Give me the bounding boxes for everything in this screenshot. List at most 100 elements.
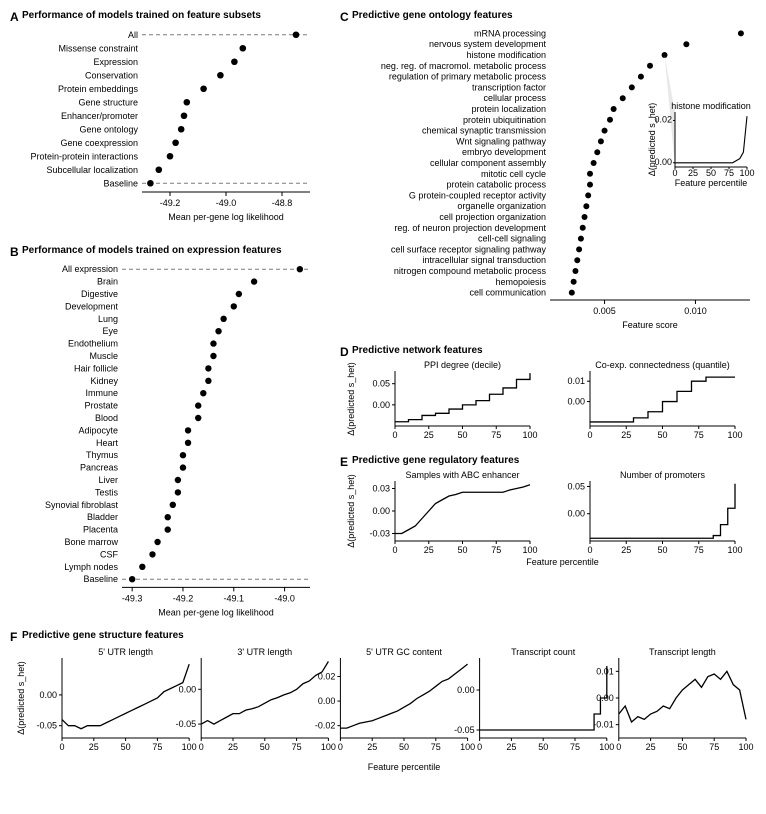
svg-text:Δ(predicted s_het): Δ(predicted s_het): [647, 103, 657, 177]
panel-c-title: Predictive gene ontology features: [352, 10, 513, 21]
svg-text:histone modification: histone modification: [466, 50, 546, 60]
svg-text:Baseline: Baseline: [83, 574, 118, 584]
svg-text:Synovial fibroblast: Synovial fibroblast: [45, 500, 119, 510]
svg-text:-0.05: -0.05: [454, 725, 475, 735]
svg-text:Protein embeddings: Protein embeddings: [58, 84, 139, 94]
svg-text:-0.05: -0.05: [36, 721, 57, 731]
svg-text:Testis: Testis: [95, 487, 119, 497]
panel-a: A Performance of models trained on featu…: [10, 10, 320, 230]
svg-text:mitotic cell cycle: mitotic cell cycle: [481, 169, 546, 179]
svg-text:Gene ontology: Gene ontology: [79, 124, 138, 134]
panel-a-chart: AllMissense constraintExpressionConserva…: [10, 22, 320, 232]
svg-text:Eye: Eye: [102, 326, 118, 336]
svg-text:organelle organization: organelle organization: [457, 201, 546, 211]
svg-text:75: 75: [431, 742, 441, 752]
svg-text:0.00: 0.00: [596, 693, 614, 703]
svg-text:intracellular signal transduct: intracellular signal transduction: [422, 255, 546, 265]
svg-text:0: 0: [199, 742, 204, 752]
svg-text:75: 75: [292, 742, 302, 752]
svg-text:Δ(predicted s_het): Δ(predicted s_het): [346, 362, 356, 436]
svg-text:cellular component assembly: cellular component assembly: [430, 158, 547, 168]
svg-text:Subcellular localization: Subcellular localization: [46, 165, 138, 175]
svg-text:100: 100: [739, 168, 754, 178]
panel-b: B Performance of models trained on expre…: [10, 245, 320, 625]
panel-f: F Predictive gene structure features 025…: [10, 630, 756, 800]
svg-text:25: 25: [89, 742, 99, 752]
panel-d-chart: 02550751000.000.05PPI degree (decile)025…: [340, 357, 756, 447]
svg-text:0.01: 0.01: [596, 666, 614, 676]
svg-text:25: 25: [506, 742, 516, 752]
svg-text:0: 0: [672, 168, 677, 178]
svg-text:Thymus: Thymus: [86, 450, 119, 460]
svg-text:-0.01: -0.01: [593, 720, 614, 730]
svg-text:protein ubiquitination: protein ubiquitination: [463, 115, 546, 125]
panel-e-chart: 0255075100-0.030.000.03Samples with ABC …: [340, 467, 756, 577]
svg-text:Number of promoters: Number of promoters: [620, 470, 706, 480]
svg-text:Δ(predicted s_het): Δ(predicted s_het): [16, 661, 26, 735]
svg-text:All expression: All expression: [62, 264, 118, 274]
svg-text:protein catabolic process: protein catabolic process: [446, 180, 546, 190]
svg-text:100: 100: [727, 545, 742, 555]
svg-text:3' UTR length: 3' UTR length: [237, 647, 292, 657]
svg-text:0.03: 0.03: [372, 484, 390, 494]
svg-text:75: 75: [694, 430, 704, 440]
svg-text:nervous system development: nervous system development: [429, 39, 547, 49]
svg-text:0: 0: [59, 742, 64, 752]
svg-text:25: 25: [424, 430, 434, 440]
svg-text:Lymph nodes: Lymph nodes: [64, 562, 118, 572]
svg-text:-49.0: -49.0: [274, 593, 295, 603]
svg-text:0.02: 0.02: [654, 114, 672, 124]
svg-text:5' UTR length: 5' UTR length: [98, 647, 153, 657]
svg-text:50: 50: [457, 545, 467, 555]
svg-text:Blood: Blood: [95, 413, 118, 423]
svg-text:0.01: 0.01: [567, 376, 585, 386]
panel-d: D Predictive network features 0255075100…: [340, 345, 756, 445]
svg-text:Liver: Liver: [98, 475, 118, 485]
svg-text:50: 50: [260, 742, 270, 752]
svg-text:50: 50: [121, 742, 131, 752]
svg-text:50: 50: [399, 742, 409, 752]
svg-text:50: 50: [457, 430, 467, 440]
svg-text:0.005: 0.005: [593, 306, 616, 316]
panel-f-title: Predictive gene structure features: [22, 630, 184, 641]
svg-text:0: 0: [338, 742, 343, 752]
svg-text:Gene structure: Gene structure: [78, 97, 138, 107]
svg-text:75: 75: [152, 742, 162, 752]
svg-text:regulation of primary metaboli: regulation of primary metabolic process: [389, 72, 547, 82]
svg-text:0.010: 0.010: [684, 306, 707, 316]
svg-text:Feature score: Feature score: [622, 320, 678, 330]
svg-text:Muscle: Muscle: [89, 351, 118, 361]
svg-text:0.02: 0.02: [318, 671, 336, 681]
panel-e: E Predictive gene regulatory features 02…: [340, 455, 756, 575]
svg-text:Heart: Heart: [96, 438, 119, 448]
svg-text:mRNA processing: mRNA processing: [474, 28, 546, 38]
svg-text:Hair follicle: Hair follicle: [74, 363, 118, 373]
svg-text:Endothelium: Endothelium: [68, 339, 118, 349]
svg-text:reg. of neuron projection deve: reg. of neuron projection development: [394, 223, 546, 233]
svg-text:Immune: Immune: [85, 388, 118, 398]
svg-text:CSF: CSF: [100, 549, 119, 559]
svg-text:Adipocyte: Adipocyte: [78, 425, 118, 435]
svg-text:0: 0: [616, 742, 621, 752]
svg-text:50: 50: [657, 430, 667, 440]
svg-text:Digestive: Digestive: [81, 289, 118, 299]
svg-text:50: 50: [677, 742, 687, 752]
svg-text:75: 75: [709, 742, 719, 752]
svg-text:0.00: 0.00: [457, 685, 475, 695]
svg-text:Prostate: Prostate: [84, 401, 118, 411]
panel-c: C Predictive gene ontology features mRNA…: [340, 10, 756, 340]
panel-b-title: Performance of models trained on express…: [22, 245, 282, 256]
svg-text:Brain: Brain: [97, 277, 118, 287]
svg-text:Δ(predicted s_het): Δ(predicted s_het): [346, 474, 356, 548]
svg-text:25: 25: [621, 430, 631, 440]
svg-text:Kidney: Kidney: [90, 376, 118, 386]
svg-text:100: 100: [460, 742, 475, 752]
panel-f-chart: 0255075100-0.050.005' UTR length02550751…: [10, 642, 756, 800]
svg-text:-48.8: -48.8: [272, 198, 293, 208]
svg-text:Pancreas: Pancreas: [80, 463, 119, 473]
svg-text:0.05: 0.05: [372, 379, 390, 389]
svg-text:G protein-coupled receptor act: G protein-coupled receptor activity: [409, 190, 547, 200]
svg-text:5' UTR GC content: 5' UTR GC content: [366, 647, 442, 657]
svg-text:0: 0: [392, 430, 397, 440]
svg-text:-0.03: -0.03: [369, 529, 390, 539]
